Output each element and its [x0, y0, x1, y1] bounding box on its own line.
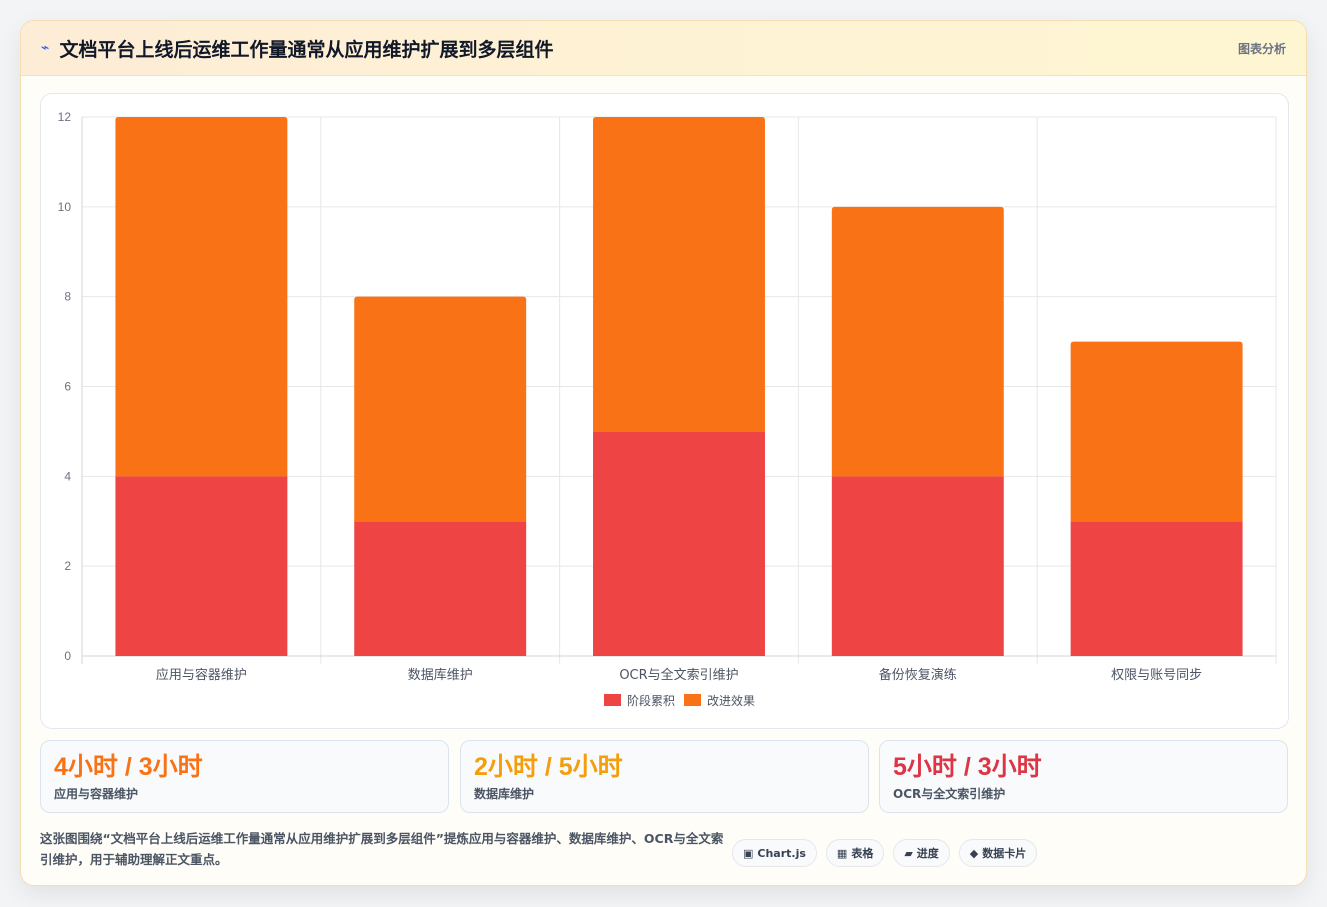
- progress-icon: ▰: [904, 846, 913, 860]
- bar-segment: [1070, 341, 1243, 522]
- bar-segment: [115, 117, 288, 477]
- legend-label: 改进效果: [707, 693, 755, 708]
- chip-list: ▣ Chart.js ▦ 表格 ▰ 进度 ◆ 数据卡片: [732, 839, 1038, 867]
- data-card-icon: ◆: [969, 846, 979, 860]
- stat-sep: /: [956, 753, 978, 781]
- stat-unit1: 小时: [906, 752, 957, 781]
- card-header: ⌁ 文档平台上线后运维工作量通常从应用维护扩展到多层组件 图表分析: [21, 21, 1306, 76]
- chip-label: 进度: [916, 847, 939, 860]
- lightning-icon: ⌁: [41, 40, 50, 56]
- legend-swatch: [604, 694, 621, 706]
- chart-icon: ▣: [743, 846, 754, 860]
- y-tick-label: 2: [64, 559, 71, 573]
- x-tick-label: 数据库维护: [408, 667, 473, 683]
- chart-card: ⌁ 文档平台上线后运维工作量通常从应用维护扩展到多层组件 图表分析 0 2 4 6 8 1…: [20, 20, 1307, 886]
- chip-label: 数据卡片: [982, 847, 1027, 860]
- bar-segment: [831, 476, 1004, 656]
- x-tick-label: 应用与容器维护: [156, 667, 247, 683]
- chip-label: 表格: [851, 847, 874, 860]
- chart-description: 这张图围绕“文档平台上线后运维工作量通常从应用维护扩展到多层组件”提炼应用与容器…: [40, 831, 724, 867]
- stat-num2: 3: [138, 753, 153, 781]
- x-tick-label: 权限与账号同步: [1111, 667, 1202, 683]
- stat-value: 2小时 / 5小时: [474, 751, 855, 783]
- bar-segment: [354, 521, 527, 656]
- stat-unit1: 小时: [67, 752, 118, 781]
- chip-table[interactable]: ▦ 表格: [825, 839, 885, 867]
- page-title: 文档平台上线后运维工作量通常从应用维护扩展到多层组件: [59, 38, 554, 61]
- stat-card: 5小时 / 3小时 OCR与全文索引维护: [879, 740, 1288, 813]
- stat-value: 4小时 / 3小时: [54, 751, 435, 783]
- stat-num1: 2: [474, 753, 488, 781]
- bar-segment: [831, 206, 1004, 477]
- stat-label: OCR与全文索引维护: [893, 787, 1006, 801]
- y-tick-label: 6: [64, 380, 71, 394]
- stat-unit2: 小时: [991, 752, 1042, 781]
- chart-container: 0 2 4 6 8 10 12 应用与容器维护 数据库维护 OCR与全文索引维护 备份恢复演练 权限与…: [40, 93, 1289, 729]
- bar-segment: [593, 431, 765, 656]
- chip-progress[interactable]: ▰ 进度: [893, 839, 950, 867]
- stat-unit2: 小时: [152, 752, 203, 781]
- y-tick-label: 0: [64, 649, 71, 663]
- stat-num1: 4: [54, 753, 68, 781]
- y-tick-label: 10: [58, 200, 72, 214]
- y-tick-label: 4: [64, 469, 71, 483]
- stat-unit2: 小时: [572, 752, 623, 781]
- chart-analysis-tag: 图表分析: [1237, 41, 1286, 56]
- bar-segment: [115, 476, 288, 656]
- stat-card: 4小时 / 3小时 应用与容器维护: [40, 740, 449, 813]
- stat-label: 数据库维护: [474, 787, 535, 801]
- y-tick-label: 8: [64, 290, 71, 304]
- legend-swatch: [684, 694, 701, 706]
- stat-card: 2小时 / 5小时 数据库维护: [460, 740, 869, 813]
- chip-data-card[interactable]: ◆ 数据卡片: [958, 839, 1038, 867]
- x-tick-label: OCR与全文索引维护: [619, 667, 738, 683]
- stacked-bar-chart: 0 2 4 6 8 10 12 应用与容器维护 数据库维护 OCR与全文索引维护 备份恢复演练 权限与…: [58, 110, 1277, 708]
- stat-num2: 5: [558, 753, 573, 781]
- y-tick-label: 12: [58, 110, 72, 124]
- legend-label: 阶段累积: [627, 693, 675, 708]
- bar-segment: [354, 296, 527, 522]
- stat-sep: /: [117, 753, 139, 781]
- stat-label: 应用与容器维护: [54, 787, 139, 801]
- chip-label: Chart.js: [757, 846, 806, 860]
- stat-num2: 3: [977, 753, 992, 781]
- stat-value: 5小时 / 3小时: [893, 751, 1274, 783]
- stat-unit1: 小时: [487, 752, 538, 781]
- table-icon: ▦: [836, 846, 848, 860]
- bar-segment: [1070, 521, 1243, 656]
- stat-sep: /: [537, 753, 559, 781]
- bar-segment: [593, 117, 765, 432]
- stat-num1: 5: [893, 753, 907, 781]
- x-tick-label: 备份恢复演练: [879, 667, 957, 683]
- chip-chartjs[interactable]: ▣ Chart.js: [732, 839, 817, 867]
